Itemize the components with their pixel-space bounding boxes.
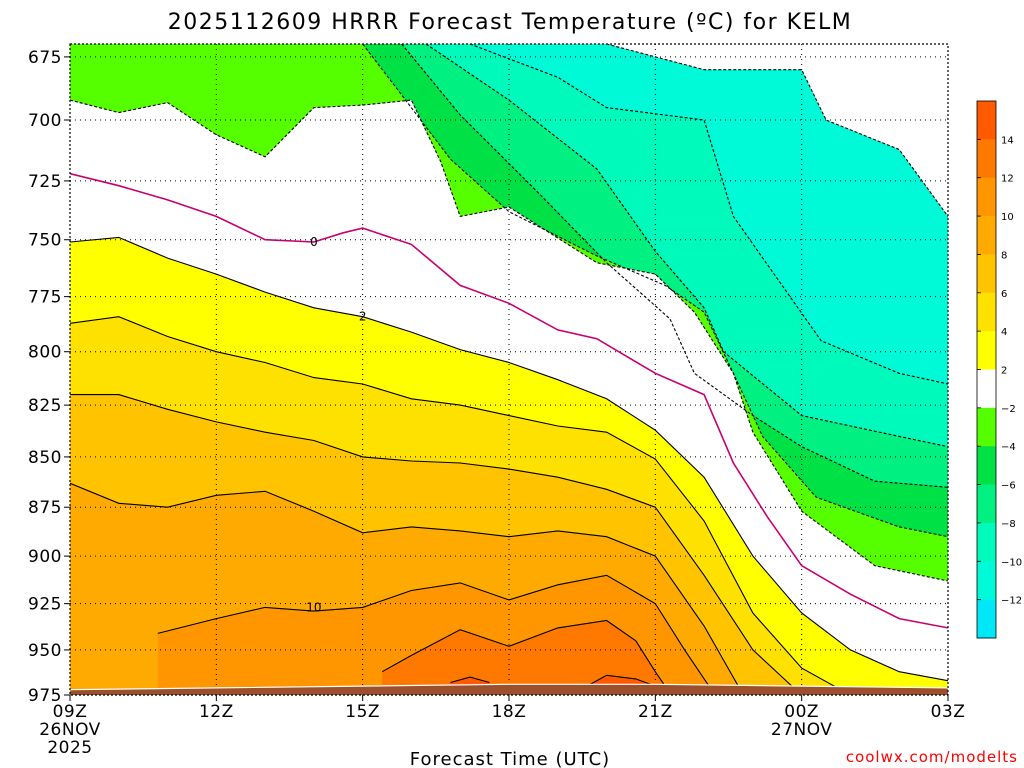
x-tick-sublabel-09Z-1: 2025 bbox=[47, 738, 92, 758]
isotherm-labels: 0 2 10 bbox=[306, 235, 366, 614]
y-tick-label-875: 875 bbox=[28, 498, 62, 518]
band-fill-above-12 bbox=[382, 620, 666, 695]
isotherm-contours bbox=[70, 44, 948, 691]
chart-title: 2025112609 HRRR Forecast Temperature (ºC… bbox=[168, 10, 853, 35]
colorbar-label-10: −8 bbox=[1001, 519, 1016, 530]
y-tick-label-900: 900 bbox=[28, 547, 62, 567]
gridlines bbox=[70, 44, 948, 695]
colorbar-label-6: 2 bbox=[1001, 366, 1007, 377]
colorbar: 14 12 10 8 6 4 2 −2 −4 −6 −8 −10 −12 bbox=[976, 100, 1022, 639]
isotherm-0 bbox=[70, 172, 948, 629]
isotherm-4 bbox=[70, 316, 841, 691]
isotherm-minus10 bbox=[469, 44, 948, 385]
colorbar-swatch-4 bbox=[977, 292, 996, 332]
x-tick-label-21Z: 21Z bbox=[638, 702, 673, 722]
colorbar-swatch-minus4 bbox=[977, 407, 996, 447]
y-tick-label-750: 750 bbox=[28, 231, 62, 251]
colorbar-swatch-10 bbox=[977, 177, 996, 217]
y-tick-label-975: 975 bbox=[28, 686, 62, 706]
isotherm-label-10: 10 bbox=[306, 600, 321, 614]
colorbar-label-1: 12 bbox=[1001, 174, 1014, 185]
colorbar-swatch-8 bbox=[977, 216, 996, 255]
plot-area bbox=[70, 44, 948, 695]
colorbar-swatch-minus14 bbox=[977, 599, 996, 639]
colorbar-label-4: 6 bbox=[1001, 289, 1007, 300]
credit-link[interactable]: coolwx.com/modelts bbox=[846, 748, 1018, 766]
colorbar-label-2: 10 bbox=[1001, 212, 1014, 223]
isotherm-minus4 bbox=[362, 44, 948, 538]
colorbar-swatch-minus10 bbox=[977, 522, 996, 562]
x-tick-sublabel-09Z-0: 26NOV bbox=[39, 720, 101, 740]
colorbar-label-5: 4 bbox=[1001, 327, 1007, 338]
colorbar-swatch-2 bbox=[977, 331, 996, 370]
colorbar-label-12: −12 bbox=[1001, 596, 1022, 607]
colorbar-swatch-minus6 bbox=[977, 446, 996, 485]
colorbar-swatch-14 bbox=[977, 101, 996, 140]
y-tick-label-800: 800 bbox=[28, 343, 62, 363]
colorbar-label-3: 8 bbox=[1001, 250, 1007, 261]
colorbar-label-11: −10 bbox=[1001, 557, 1022, 568]
isotherm-2 bbox=[70, 236, 948, 682]
isotherm-minus2 bbox=[70, 99, 948, 582]
y-tick-label-925: 925 bbox=[28, 595, 62, 615]
colorbar-swatch-12 bbox=[977, 139, 996, 179]
y-tick-label-675: 675 bbox=[28, 48, 62, 68]
isotherm-14 bbox=[450, 676, 490, 684]
y-tick-label-775: 775 bbox=[28, 288, 62, 308]
x-tick-sublabel-00Z-0: 27NOV bbox=[771, 720, 833, 740]
x-tick-label-18Z: 18Z bbox=[492, 702, 527, 722]
isotherm-minus6 bbox=[401, 44, 948, 488]
x-tick-label-15Z: 15Z bbox=[345, 702, 380, 722]
ground-surface bbox=[70, 683, 948, 695]
colorbar-swatch-6 bbox=[977, 254, 996, 294]
colorbar-swatch-minus12 bbox=[977, 561, 996, 601]
colorbar-swatch-minus8 bbox=[977, 484, 996, 524]
y-tick-label-850: 850 bbox=[28, 448, 62, 468]
colorbar-label-7: −2 bbox=[1001, 404, 1016, 415]
isotherm-minus12 bbox=[606, 44, 948, 217]
x-tick-label-03Z: 03Z bbox=[931, 702, 966, 722]
colorbar-label-0: 14 bbox=[1001, 135, 1014, 146]
isotherm-label-0: 0 bbox=[310, 235, 318, 249]
isotherm-12 bbox=[381, 619, 666, 687]
isotherm-6 bbox=[70, 394, 793, 687]
x-tick-label-12Z: 12Z bbox=[199, 702, 234, 722]
colorbar-swatch-minus2 bbox=[977, 369, 996, 409]
colorbar-label-8: −4 bbox=[1001, 442, 1016, 453]
y-tick-label-700: 700 bbox=[28, 111, 62, 131]
y-tick-label-825: 825 bbox=[28, 396, 62, 416]
colorbar-label-9: −6 bbox=[1001, 481, 1016, 492]
isotherm-label-2: 2 bbox=[359, 310, 367, 324]
isotherm-14 bbox=[586, 674, 656, 687]
isotherm-8 bbox=[70, 482, 739, 687]
isotherm-minus8 bbox=[425, 44, 948, 448]
y-axis: 675 700 725 750 775 800 825 850 875 900 925 950 975 bbox=[28, 48, 70, 706]
x-axis-label: Forecast Time (UTC) bbox=[410, 749, 610, 768]
x-tick-label-09Z: 09Z bbox=[53, 702, 88, 722]
y-tick-label-950: 950 bbox=[28, 641, 62, 661]
isotherm-10 bbox=[157, 574, 710, 687]
ground-layer bbox=[70, 683, 948, 695]
y-tick-label-725: 725 bbox=[28, 172, 62, 192]
x-tick-label-00Z: 00Z bbox=[784, 702, 819, 722]
